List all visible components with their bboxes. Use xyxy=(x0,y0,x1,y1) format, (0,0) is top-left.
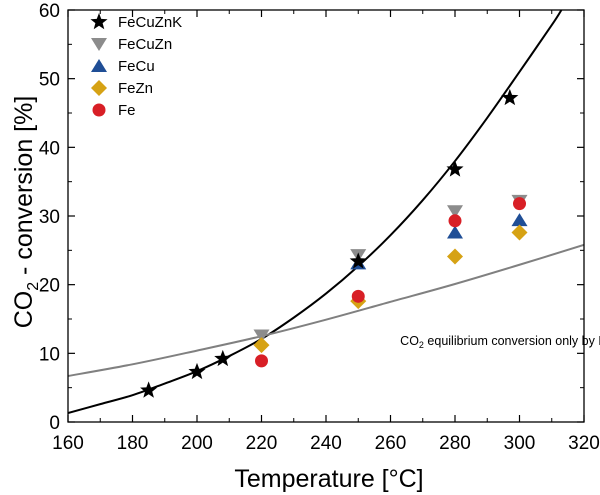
y-tick-label: 30 xyxy=(39,207,60,228)
axis-ticks xyxy=(67,9,585,423)
legend-label: FeCuZn xyxy=(118,36,172,53)
x-tick-label: 260 xyxy=(375,433,407,454)
y-tick-labels: 0 10 20 30 40 50 60 xyxy=(39,1,60,434)
legend-item-fecu: FeCu xyxy=(91,58,155,75)
legend-marker-fezn xyxy=(91,80,107,96)
fecuznk-point xyxy=(214,349,232,367)
fecuznk-point xyxy=(349,252,367,269)
legend-marker-fecuzn xyxy=(91,38,107,51)
legend-marker-fecu xyxy=(91,59,107,72)
x-axis-title: Temperature [°C] xyxy=(234,465,423,493)
fecuznk-point xyxy=(188,362,206,380)
x-tick-label: 160 xyxy=(52,433,84,454)
y-tick-label: 0 xyxy=(49,413,60,434)
equilibrium-annotation: CO2 equilibrium conversion only by RWGS xyxy=(400,334,600,350)
x-tick-label: 200 xyxy=(181,433,213,454)
fe-point xyxy=(513,197,526,211)
y-tick-label: 60 xyxy=(39,1,60,22)
fecuznk-point xyxy=(446,160,464,177)
fecu-point xyxy=(511,213,528,227)
y-tick-label: 20 xyxy=(39,276,60,297)
equilibrium-curve xyxy=(68,243,584,377)
fezn-point xyxy=(447,248,463,265)
fecuzn-point xyxy=(253,329,270,343)
legend-label: Fe xyxy=(118,102,136,119)
fe-point xyxy=(448,214,462,228)
fecuznk-point xyxy=(501,88,519,106)
x-tick-label: 180 xyxy=(117,433,149,454)
y-tick-label: 10 xyxy=(39,344,60,365)
legend-marker-fecuznk xyxy=(90,13,108,30)
y-tick-label: 50 xyxy=(39,70,60,91)
legend-item-fezn: FeZn xyxy=(91,80,153,97)
data-points-layer xyxy=(140,88,528,398)
annotation-part: CO xyxy=(400,334,419,348)
x-tick-label: 240 xyxy=(310,433,342,454)
annotation-part: equilibrium conversion only by RWGS xyxy=(424,334,600,348)
x-tick-label: 220 xyxy=(246,433,278,454)
curve-layer xyxy=(68,10,584,415)
fezn-point xyxy=(511,224,528,241)
y-axis-title-part: CO xyxy=(10,291,38,329)
fe-point xyxy=(351,289,365,303)
y-axis-title-part: - conversion [%] xyxy=(10,96,38,282)
y-tick-label: 40 xyxy=(39,138,60,159)
legend-item-fecuznk: FeCuZnK xyxy=(90,13,182,31)
legend-item-fe: Fe xyxy=(92,102,136,119)
fecuzn-point xyxy=(447,205,463,219)
annotation-subscript: 2 xyxy=(419,340,424,350)
legend-item-fecuzn: FeCuZn xyxy=(91,36,172,53)
legend-label: FeCu xyxy=(118,58,155,75)
plot-area xyxy=(67,9,585,423)
y-axis-title: CO2 - conversion [%] xyxy=(10,96,42,329)
fe-point xyxy=(255,354,268,368)
legend-marker-fe xyxy=(92,103,106,117)
x-tick-labels: 160 180 200 220 240 260 280 300 320 xyxy=(52,433,600,454)
fecuznk-point xyxy=(140,381,158,398)
legend-label: FeZn xyxy=(118,80,153,97)
fit-curve xyxy=(68,10,563,415)
fecu-point xyxy=(447,225,463,239)
legend: FeCuZnK FeCuZn FeCu FeZn Fe xyxy=(90,13,182,119)
fezn-point xyxy=(253,337,270,354)
legend-label: FeCuZnK xyxy=(118,14,182,31)
x-tick-label: 280 xyxy=(439,433,471,454)
y-axis-title-subscript: 2 xyxy=(25,282,42,291)
x-tick-label: 300 xyxy=(504,433,536,454)
x-tick-label: 320 xyxy=(568,433,600,454)
